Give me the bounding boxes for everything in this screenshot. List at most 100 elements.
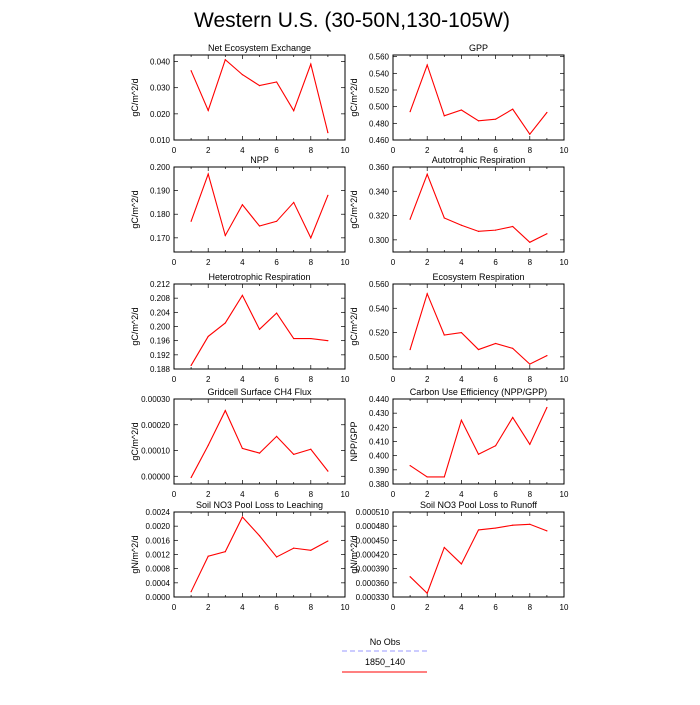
data-point	[546, 233, 548, 235]
x-tick-label: 8	[528, 146, 533, 155]
data-point	[327, 194, 329, 196]
y-tick-label: 0.410	[369, 438, 390, 447]
data-point	[426, 64, 428, 66]
x-tick-label: 2	[425, 146, 430, 155]
x-tick-label: 10	[341, 146, 350, 155]
x-tick-label: 4	[240, 258, 245, 267]
data-point	[224, 551, 226, 553]
x-tick-label: 6	[274, 258, 279, 267]
data-point	[409, 218, 411, 220]
data-point	[512, 225, 514, 228]
legend: No Obs 1850_140	[342, 637, 427, 673]
y-tick-label: 0.196	[150, 337, 171, 346]
panel-title: Ecosystem Respiration	[432, 272, 524, 282]
x-tick-label: 8	[528, 490, 533, 499]
figure-title: Western U.S. (30-50N,130-105W)	[194, 9, 510, 32]
data-point	[443, 217, 445, 219]
panel: Net Ecosystem Exchange 0 2 4 6 8 10 0.010 0.020 0…	[130, 43, 350, 155]
panel-title: Carbon Use Efficiency (NPP/GPP)	[410, 387, 547, 397]
x-tick-label: 2	[206, 603, 211, 612]
x-tick-label: 2	[425, 490, 430, 499]
y-tick-label: 0.000330	[356, 593, 390, 602]
data-point	[327, 340, 329, 342]
y-tick-label: 0.380	[369, 480, 390, 489]
data-point	[310, 337, 312, 340]
data-point	[460, 331, 462, 334]
data-point	[190, 220, 192, 222]
data-point	[529, 241, 531, 243]
y-axis-label: gC/m^2/d	[349, 78, 359, 116]
x-tick-label: 8	[309, 375, 314, 384]
y-axis-label: NPP/GPP	[349, 421, 359, 461]
x-tick-label: 0	[172, 603, 177, 612]
x-tick-label: 4	[459, 146, 464, 155]
data-point	[409, 576, 411, 578]
data-point	[512, 416, 514, 419]
data-point	[293, 453, 295, 455]
y-tick-label: 0.204	[150, 308, 171, 317]
data-point	[276, 435, 278, 437]
data-point	[477, 230, 480, 232]
data-point	[190, 591, 192, 593]
y-tick-label: 0.0020	[146, 522, 171, 531]
y-axis-label: gC/m^2/d	[130, 190, 140, 228]
panels: Net Ecosystem Exchange 0 2 4 6 8 10 0.010 0.020 0…	[130, 43, 569, 612]
y-tick-label: 0.0016	[146, 536, 171, 545]
data-point	[276, 556, 278, 558]
y-tick-label: 0.390	[369, 466, 390, 475]
data-point	[460, 224, 462, 226]
x-tick-label: 8	[309, 603, 314, 612]
data-point	[327, 540, 329, 542]
data-point	[224, 234, 226, 237]
data-point	[529, 363, 531, 365]
panel: NPP 0 2 4 6 8 10 0.170 0.180 0.190 0.200 gC/m^2/d	[130, 155, 350, 267]
x-tick-label: 4	[240, 146, 245, 155]
data-point	[426, 173, 428, 175]
y-tick-label: 0.540	[369, 69, 390, 78]
x-tick-label: 0	[391, 146, 396, 155]
y-tick-label: 0.340	[369, 187, 390, 196]
data-point	[241, 204, 243, 206]
data-point	[443, 334, 445, 336]
panel: Ecosystem Respiration 0 2 4 6 8 10 0.500 0.520 0.…	[349, 272, 569, 384]
data-point	[327, 470, 329, 472]
data-point	[293, 110, 295, 112]
series-line	[409, 407, 548, 478]
y-tick-label: 0.188	[150, 365, 171, 374]
data-point	[409, 348, 411, 351]
y-tick-label: 0.460	[369, 136, 390, 145]
data-point	[224, 322, 226, 324]
y-tick-label: 0.320	[369, 212, 390, 221]
data-point	[310, 237, 312, 239]
x-tick-label: 6	[493, 258, 498, 267]
x-tick-label: 10	[560, 375, 569, 384]
data-point	[546, 530, 548, 532]
x-tick-label: 2	[206, 375, 211, 384]
x-tick-label: 8	[309, 490, 314, 499]
y-axis-label: gN/m^2/d	[130, 535, 140, 573]
x-tick-label: 6	[493, 490, 498, 499]
y-tick-label: 0.520	[369, 329, 390, 338]
panel: Soil NO3 Pool Loss to Runoff 0 2 4 6 8 10 0.000…	[349, 500, 569, 612]
x-tick-label: 8	[528, 603, 533, 612]
series-line	[409, 292, 548, 365]
y-tick-label: 0.170	[150, 234, 171, 243]
data-point	[426, 293, 428, 295]
data-point	[258, 85, 261, 87]
plot-frame	[173, 283, 346, 370]
x-tick-label: 6	[493, 603, 498, 612]
x-tick-label: 10	[560, 146, 569, 155]
data-point	[207, 555, 209, 557]
y-tick-label: 0.420	[369, 423, 390, 432]
y-tick-label: 0.200	[150, 163, 171, 172]
data-point	[512, 108, 514, 110]
data-point	[241, 447, 243, 450]
data-point	[327, 132, 329, 134]
x-tick-label: 6	[274, 490, 279, 499]
data-point	[495, 229, 497, 231]
x-tick-label: 0	[172, 146, 177, 155]
data-point	[207, 173, 209, 175]
data-point	[190, 476, 192, 479]
y-tick-label: 0.000480	[356, 522, 390, 531]
data-point	[477, 529, 480, 531]
